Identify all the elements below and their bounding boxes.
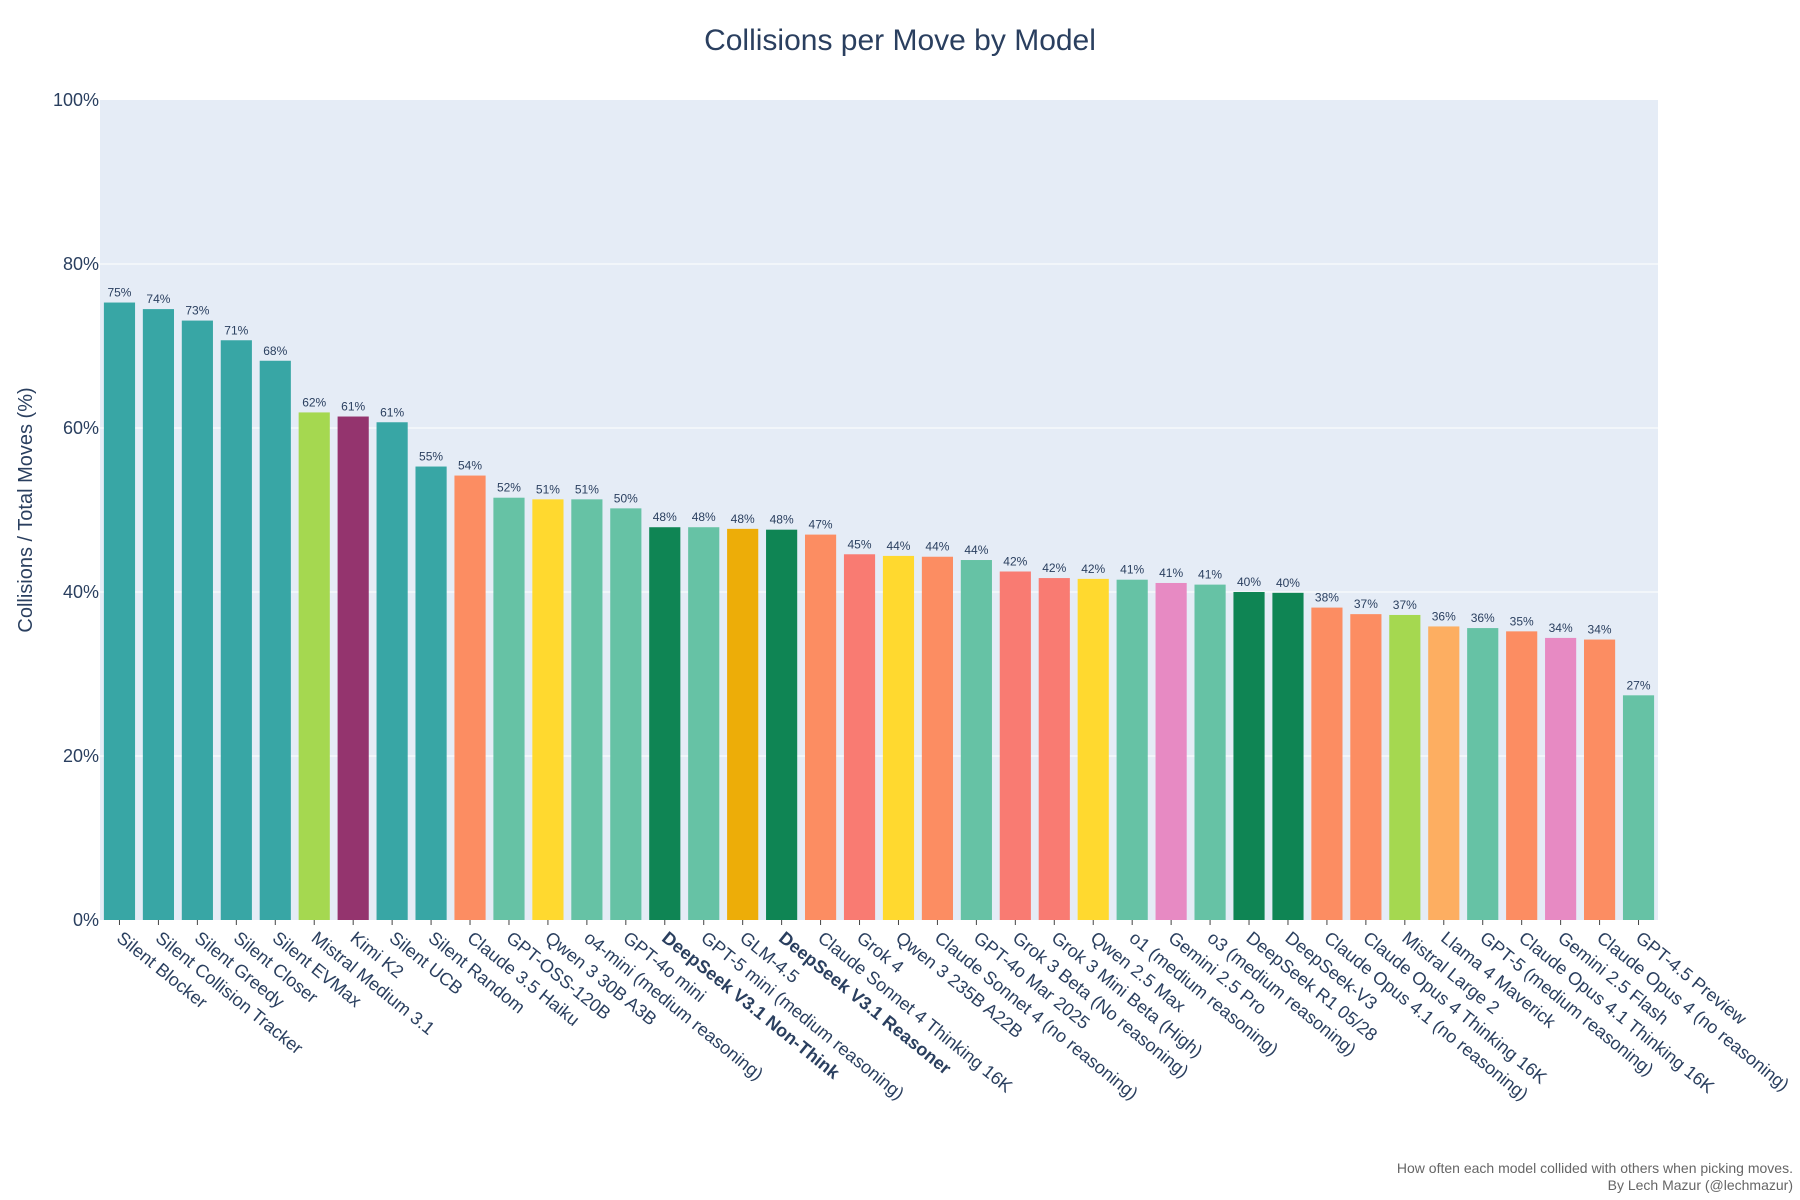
bar	[259, 360, 291, 920]
data-labels: 75% 74% 73% 71% 68% 62% 61% 61% 55% 54% 52% 51% 51% 5…	[107, 286, 1650, 693]
data-label: 41%	[1120, 563, 1144, 577]
data-label: 74%	[146, 292, 170, 306]
bar	[882, 555, 915, 920]
bar	[960, 560, 992, 920]
y-tick-label: 20%	[63, 746, 99, 766]
bar	[1116, 579, 1148, 920]
data-label: 36%	[1471, 611, 1495, 625]
data-label: 51%	[536, 482, 560, 496]
bar	[532, 499, 564, 920]
bar	[649, 527, 681, 920]
bar	[727, 528, 759, 920]
data-label: 61%	[380, 405, 404, 419]
annotation-line-1: How often each model collided with other…	[1397, 1160, 1793, 1176]
data-label: 71%	[224, 323, 248, 337]
data-label: 73%	[185, 304, 209, 318]
y-tick-label: 80%	[63, 254, 99, 274]
bar	[1194, 584, 1226, 920]
data-label: 41%	[1159, 566, 1183, 580]
data-label: 44%	[964, 543, 988, 557]
data-label: 35%	[1510, 614, 1534, 628]
bar	[337, 416, 369, 920]
data-label: 48%	[692, 510, 716, 524]
bar	[142, 309, 175, 921]
data-label: 38%	[1315, 591, 1339, 605]
y-tick-label: 60%	[63, 418, 99, 438]
y-tick-label: 40%	[63, 582, 99, 602]
data-label: 62%	[302, 395, 326, 409]
bar	[610, 508, 642, 920]
data-label: 51%	[575, 482, 599, 496]
data-label: 44%	[886, 539, 910, 553]
bar	[1077, 578, 1109, 920]
bar	[1272, 592, 1304, 920]
bar	[1583, 639, 1616, 920]
bar	[1389, 614, 1421, 920]
bar	[298, 412, 330, 920]
data-label: 37%	[1393, 598, 1417, 612]
data-label: 42%	[1042, 561, 1066, 575]
bar	[1311, 607, 1343, 920]
y-tick-label: 100%	[53, 90, 99, 110]
y-tick-label: 0%	[73, 910, 99, 930]
data-label: 37%	[1354, 597, 1378, 611]
bar	[1622, 695, 1655, 920]
data-label: 61%	[341, 400, 365, 414]
data-label: 68%	[263, 344, 287, 358]
bar	[1038, 578, 1070, 920]
bar	[103, 302, 136, 920]
data-label: 54%	[458, 459, 482, 473]
data-label: 41%	[1198, 568, 1222, 582]
data-label: 40%	[1276, 576, 1300, 590]
bar	[921, 556, 954, 920]
data-label: 48%	[653, 510, 677, 524]
bar	[493, 497, 525, 920]
y-axis-title: Collisions / Total Moves (%)	[15, 387, 37, 632]
bar	[843, 554, 876, 920]
data-label: 44%	[925, 540, 949, 554]
bar	[415, 466, 447, 920]
bar	[1428, 626, 1460, 920]
data-label: 27%	[1627, 678, 1651, 692]
bar	[220, 340, 252, 920]
chart-title: Collisions per Move by Model	[704, 24, 1096, 57]
bar	[804, 534, 837, 920]
bar	[688, 527, 720, 920]
bar	[454, 475, 486, 920]
data-label: 34%	[1549, 621, 1573, 635]
data-label: 48%	[770, 513, 794, 527]
data-label: 42%	[1003, 555, 1027, 569]
data-label: 34%	[1588, 623, 1612, 637]
bar	[1350, 614, 1382, 920]
annotation-line-2: By Lech Mazur (@lechmazur)	[1608, 1177, 1793, 1193]
data-label: 48%	[731, 512, 755, 526]
bar	[1545, 637, 1577, 920]
data-label: 45%	[848, 537, 872, 551]
bar	[766, 529, 798, 920]
data-label: 52%	[497, 481, 521, 495]
data-label: 55%	[419, 450, 443, 464]
data-label: 75%	[107, 286, 131, 300]
data-label: 40%	[1237, 575, 1261, 589]
bar	[999, 571, 1031, 920]
data-label: 36%	[1432, 609, 1456, 623]
bar	[1155, 582, 1187, 920]
plot-area	[100, 100, 1658, 920]
bars	[103, 302, 1655, 921]
bar	[571, 499, 603, 920]
data-label: 42%	[1081, 562, 1105, 576]
bar	[181, 320, 213, 921]
bar	[1467, 628, 1499, 920]
data-label: 47%	[809, 518, 833, 532]
bar	[376, 422, 408, 920]
y-axis-ticks: 0% 20% 40% 60% 80% 100%	[53, 90, 99, 930]
bar	[1506, 631, 1538, 920]
data-label: 50%	[614, 491, 638, 505]
bar	[1233, 592, 1265, 920]
